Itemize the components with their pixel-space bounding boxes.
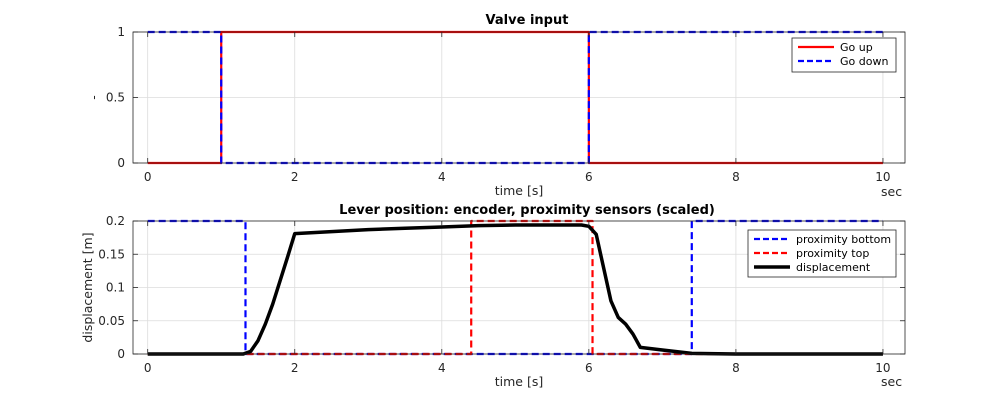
- legend-label: Go up: [840, 41, 873, 54]
- y-axis-label: displacement [m]: [80, 232, 95, 342]
- y-axis-label: -: [86, 95, 101, 100]
- legend-label: Go down: [840, 55, 888, 68]
- x-tick-label: 4: [438, 361, 446, 375]
- x-tick-label: 6: [585, 361, 593, 375]
- legend-label: proximity top: [796, 247, 869, 260]
- chart-title: Lever position: encoder, proximity senso…: [339, 203, 715, 218]
- y-tick-label: 0.15: [98, 247, 125, 261]
- y-tick-label: 0: [117, 156, 125, 170]
- x-unit-label: sec: [881, 374, 902, 389]
- legend-label: proximity bottom: [796, 233, 891, 246]
- y-tick-label: 0.1: [106, 281, 125, 295]
- x-tick-label: 8: [732, 361, 740, 375]
- legend-label: displacement: [796, 261, 871, 274]
- plots-layer: 0 2 4 6 8 10 0 0.5 1 Valve input time [s] sec - Go up…: [80, 13, 906, 389]
- y-tick-label: 1: [117, 25, 125, 39]
- x-tick-label: 10: [875, 361, 890, 375]
- y-tick-label: 0.5: [106, 91, 125, 105]
- legend-box: [791, 37, 897, 73]
- chart-2: 0 2 4 6 8 10 0 0.05 0.1 0.15 0.2 Lever position: en…: [80, 203, 906, 389]
- y-tick-label: 0: [117, 347, 125, 361]
- x-tick-label: 0: [144, 361, 152, 375]
- y-tick-label: 0.2: [106, 214, 125, 228]
- x-tick-label: 4: [438, 170, 446, 184]
- x-tick-label: 0: [144, 170, 152, 184]
- x-tick-label: 6: [585, 170, 593, 184]
- series-line-displacement: [147, 223, 883, 356]
- x-tick-label: 2: [291, 361, 299, 375]
- x-tick-label: 2: [291, 170, 299, 184]
- x-tick-label: 10: [875, 170, 890, 184]
- chart-1: 0 2 4 6 8 10 0 0.5 1 Valve input time [s] sec - Go up…: [86, 13, 906, 199]
- x-axis-label: time [s]: [495, 183, 543, 198]
- x-unit-label: sec: [881, 184, 902, 199]
- x-tick-label: 8: [732, 170, 740, 184]
- x-axis-label: time [s]: [495, 374, 543, 389]
- chart-title: Valve input: [486, 13, 569, 28]
- y-tick-label: 0.05: [98, 314, 125, 328]
